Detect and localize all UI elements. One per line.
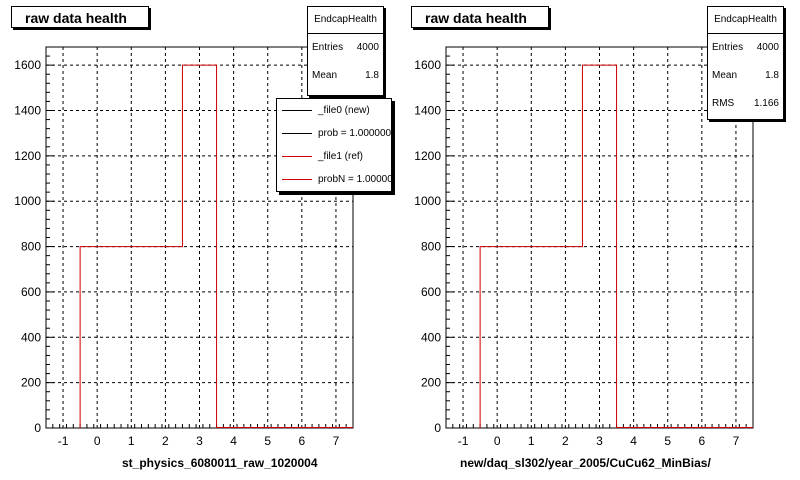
- x-tick-label: -1: [458, 434, 469, 448]
- right-x-axis-title: new/daq_sl302/year_2005/CuCu62_MinBias/: [460, 456, 711, 470]
- x-tick-label: 7: [733, 434, 740, 448]
- left-stats-row-entries: Entries 4000: [308, 34, 383, 62]
- right-stats-name: EndcapHealth: [708, 7, 783, 34]
- left-stats-name: EndcapHealth: [308, 7, 383, 34]
- y-tick-label: 400: [21, 330, 41, 344]
- left-stats-entries-value: 4000: [356, 42, 379, 53]
- y-tick-label: 1400: [14, 104, 41, 118]
- x-tick-label: 1: [128, 434, 135, 448]
- y-tick-label: 1200: [414, 149, 441, 163]
- x-tick-label: 7: [333, 434, 340, 448]
- right-stats-row-entries: Entries 4000: [708, 34, 783, 62]
- y-tick-label: 1600: [14, 58, 41, 72]
- x-tick-label: -1: [58, 434, 69, 448]
- right-stats-rms-label: RMS: [712, 98, 735, 109]
- right-stats-entries-value: 4000: [756, 42, 779, 53]
- legend-label-prob: prob = 1.000000: [318, 128, 392, 139]
- legend-line-probn: [282, 179, 312, 180]
- right-stats-row-rms: RMS 1.166: [708, 90, 783, 118]
- right-stats-entries-label: Entries: [712, 42, 744, 53]
- x-tick-label: 2: [162, 434, 169, 448]
- legend-entry: _file1 (ref): [277, 145, 391, 168]
- y-tick-label: 600: [21, 285, 41, 299]
- x-tick-label: 0: [494, 434, 501, 448]
- left-stats-mean-value: 1.8: [365, 70, 379, 81]
- x-tick-label: 4: [230, 434, 237, 448]
- left-histogram-outline: [79, 64, 218, 428]
- right-stats-mean-value: 1.8: [765, 70, 779, 81]
- y-tick-label: 1400: [414, 104, 441, 118]
- right-stats-rms-value: 1.166: [753, 98, 779, 109]
- x-tick-label: 3: [596, 434, 603, 448]
- y-tick-label: 200: [421, 376, 441, 390]
- y-tick-label: 1000: [14, 194, 41, 208]
- right-stats-box: EndcapHealth Entries 4000 Mean 1.8 RMS 1…: [707, 6, 784, 120]
- y-tick-label: 1600: [414, 58, 441, 72]
- y-tick-label: 800: [21, 240, 41, 254]
- legend-entry: prob = 1.000000: [277, 122, 391, 145]
- left-chart-title: raw data health: [25, 10, 127, 26]
- legend-line-file1: [282, 156, 312, 157]
- right-plot: -1 0 1 2 3 4 5 6 7 0 200 400 600 800 1000 1200 1400 1600: [414, 46, 754, 448]
- y-tick-label: 0: [434, 421, 441, 435]
- right-histogram-outline: [479, 64, 618, 428]
- y-tick-label: 1200: [14, 149, 41, 163]
- x-tick-label: 4: [630, 434, 637, 448]
- y-tick-label: 200: [21, 376, 41, 390]
- left-stats-mean-label: Mean: [312, 70, 338, 81]
- y-tick-label: 400: [421, 330, 441, 344]
- right-stats-mean-label: Mean: [712, 70, 738, 81]
- x-tick-label: 6: [298, 434, 305, 448]
- y-tick-label: 0: [34, 421, 41, 435]
- x-tick-label: 2: [562, 434, 569, 448]
- right-plot-frame: [445, 46, 754, 429]
- y-tick-label: 600: [421, 285, 441, 299]
- right-title-box: raw data health: [411, 6, 549, 28]
- left-legend-box: _file0 (new) prob = 1.000000 _file1 (ref…: [276, 98, 392, 192]
- legend-entry: probN = 1.000000: [277, 168, 391, 191]
- left-stats-box: EndcapHealth Entries 4000 Mean 1.8: [307, 6, 384, 96]
- legend-entry: _file0 (new): [277, 99, 391, 122]
- legend-label-probn: probN = 1.000000: [318, 174, 392, 185]
- y-tick-label: 800: [421, 240, 441, 254]
- left-stats-row-mean: Mean 1.8: [308, 62, 383, 90]
- x-tick-label: 5: [264, 434, 271, 448]
- left-x-axis-title: st_physics_6080011_raw_1020004: [122, 456, 318, 470]
- left-stats-entries-label: Entries: [312, 42, 344, 53]
- legend-label-file0: _file0 (new): [318, 105, 370, 116]
- x-tick-label: 0: [94, 434, 101, 448]
- right-stats-row-mean: Mean 1.8: [708, 62, 783, 90]
- x-tick-label: 6: [698, 434, 705, 448]
- x-tick-label: 1: [528, 434, 535, 448]
- right-chart-title: raw data health: [425, 10, 527, 26]
- x-tick-label: 3: [196, 434, 203, 448]
- left-title-box: raw data health: [11, 6, 149, 28]
- legend-line-prob: [282, 133, 312, 134]
- x-tick-label: 5: [664, 434, 671, 448]
- y-tick-label: 1000: [414, 194, 441, 208]
- legend-line-file0: [282, 110, 312, 111]
- legend-label-file1: _file1 (ref): [318, 151, 364, 162]
